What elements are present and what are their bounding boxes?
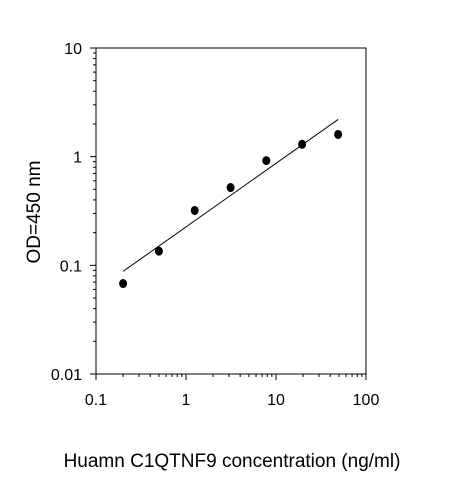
y-axis-ticks: 0.01 0.1 1 10	[51, 41, 96, 384]
data-point	[262, 156, 271, 166]
x-axis-label: Huamn C1QTNF9 concentration (ng/ml)	[64, 451, 401, 472]
data-point	[119, 279, 128, 289]
fit-line	[122, 119, 339, 272]
data-point	[154, 246, 163, 256]
data-point	[298, 139, 307, 149]
fit-line-group	[122, 119, 339, 272]
y-tick-label: 10	[64, 41, 82, 58]
data-point	[334, 129, 343, 139]
axes	[95, 47, 367, 375]
y-axis-label: OD=450 nm	[24, 161, 45, 264]
data-point	[226, 183, 235, 193]
x-tick-label: 100	[353, 392, 380, 409]
y-tick-label: 0.1	[60, 258, 82, 275]
x-tick-label: 1	[182, 392, 191, 409]
data-point	[190, 205, 199, 215]
plot-frame	[95, 47, 367, 375]
data-points	[119, 129, 343, 289]
x-tick-label: 0.1	[85, 392, 107, 409]
x-tick-label: 10	[267, 392, 285, 409]
y-tick-label: 0.01	[51, 367, 82, 384]
x-axis-ticks: 0.1 1 10 100	[85, 374, 380, 409]
y-tick-label: 1	[73, 150, 82, 167]
